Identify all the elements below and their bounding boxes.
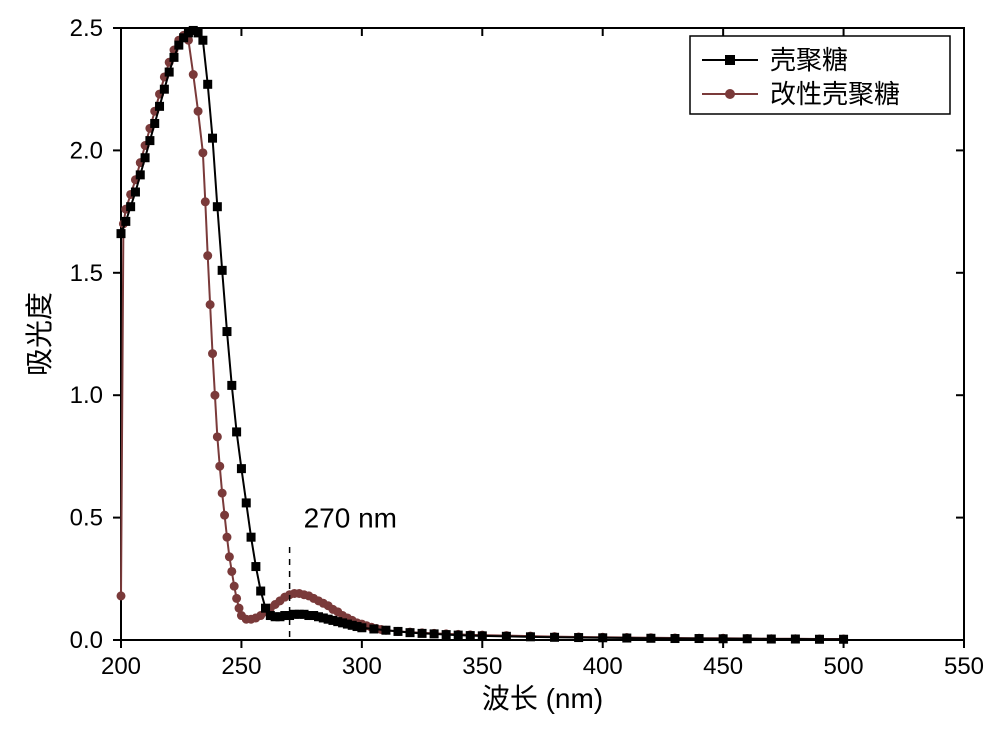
series-marker-modified_chitosan — [189, 71, 197, 79]
series-marker-modified_chitosan — [216, 462, 224, 470]
series-marker-chitosan — [237, 465, 245, 473]
series-marker-chitosan — [127, 203, 135, 211]
series-marker-modified_chitosan — [211, 391, 219, 399]
series-marker-modified_chitosan — [117, 592, 125, 600]
x-tick-label: 500 — [824, 653, 864, 680]
x-tick-label: 400 — [583, 653, 623, 680]
series-marker-chitosan — [252, 563, 260, 571]
series-marker-modified_chitosan — [225, 553, 233, 561]
series-marker-modified_chitosan — [199, 149, 207, 157]
series-marker-chitosan — [194, 29, 202, 37]
series-marker-chitosan — [406, 629, 414, 637]
series-marker-chitosan — [170, 53, 178, 61]
series-marker-chitosan — [791, 635, 799, 643]
series-marker-chitosan — [213, 203, 221, 211]
series-marker-modified_chitosan — [194, 107, 202, 115]
annotation-label: 270 nm — [304, 502, 397, 533]
series-marker-modified_chitosan — [221, 511, 229, 519]
y-tick-label: 2.5 — [70, 15, 103, 42]
series-marker-chitosan — [165, 68, 173, 76]
series-marker-modified_chitosan — [223, 533, 231, 541]
series-marker-modified_chitosan — [233, 594, 241, 602]
series-marker-chitosan — [242, 499, 250, 507]
legend-marker-circle — [725, 89, 735, 99]
series-marker-chitosan — [647, 634, 655, 642]
chart-container: 200 250 300 350 400 450 500 550 0.0 0.5 1.0 1.5 2.0 2… — [0, 0, 1000, 735]
series-marker-chitosan — [743, 635, 751, 643]
legend-marker-square — [725, 55, 735, 65]
series-marker-chitosan — [175, 41, 183, 49]
y-tick-label: 0.0 — [70, 627, 103, 654]
series-marker-modified_chitosan — [228, 567, 236, 575]
series-marker-modified_chitosan — [218, 489, 226, 497]
series-marker-chitosan — [199, 36, 207, 44]
x-tick-label: 450 — [703, 653, 743, 680]
legend-label: 改性壳聚糖 — [770, 79, 900, 109]
series-marker-chitosan — [122, 217, 130, 225]
series-marker-chitosan — [840, 635, 848, 643]
series-marker-chitosan — [358, 624, 366, 632]
series-marker-chitosan — [136, 171, 144, 179]
x-axis-label: 波长 (nm) — [482, 683, 603, 714]
series-marker-chitosan — [146, 137, 154, 145]
x-tick-label: 250 — [221, 653, 261, 680]
series-marker-chitosan — [160, 85, 168, 93]
series-marker-chitosan — [623, 634, 631, 642]
series-marker-chitosan — [223, 328, 231, 336]
series-marker-chitosan — [394, 627, 402, 635]
series-marker-chitosan — [815, 635, 823, 643]
y-tick-label: 1.5 — [70, 260, 103, 287]
series-marker-chitosan — [671, 635, 679, 643]
series-marker-chitosan — [442, 631, 450, 639]
series-marker-chitosan — [156, 102, 164, 110]
series-marker-chitosan — [218, 266, 226, 274]
y-tick-label: 2.0 — [70, 137, 103, 164]
y-tick-label: 1.0 — [70, 382, 103, 409]
series-marker-chitosan — [382, 626, 390, 634]
series-marker-modified_chitosan — [213, 433, 221, 441]
x-tick-label: 350 — [462, 653, 502, 680]
series-marker-chitosan — [370, 625, 378, 633]
series-marker-chitosan — [454, 631, 462, 639]
series-marker-modified_chitosan — [206, 301, 214, 309]
series-marker-chitosan — [141, 154, 149, 162]
legend-label: 壳聚糖 — [770, 45, 848, 75]
uv-vis-absorbance-chart: 200 250 300 350 400 450 500 550 0.0 0.5 1.0 1.5 2.0 2… — [0, 0, 1000, 735]
series-marker-chitosan — [767, 635, 775, 643]
x-tick-label: 550 — [944, 653, 984, 680]
series-marker-modified_chitosan — [230, 582, 238, 590]
series-marker-chitosan — [257, 587, 265, 595]
series-marker-chitosan — [599, 634, 607, 642]
series-marker-chitosan — [551, 633, 559, 641]
series-marker-chitosan — [131, 188, 139, 196]
y-tick-label: 0.5 — [70, 505, 103, 532]
series-marker-chitosan — [247, 533, 255, 541]
series-marker-chitosan — [695, 635, 703, 643]
series-marker-modified_chitosan — [201, 198, 209, 206]
series-marker-modified_chitosan — [235, 604, 243, 612]
series-marker-chitosan — [430, 630, 438, 638]
series-marker-modified_chitosan — [209, 350, 217, 358]
series-marker-chitosan — [204, 80, 212, 88]
x-tick-label: 300 — [342, 653, 382, 680]
y-axis-label: 吸光度 — [24, 292, 55, 376]
series-marker-chitosan — [478, 632, 486, 640]
series-marker-chitosan — [526, 633, 534, 641]
x-tick-label: 200 — [101, 653, 141, 680]
series-marker-chitosan — [228, 381, 236, 389]
series-marker-chitosan — [117, 230, 125, 238]
series-marker-chitosan — [502, 632, 510, 640]
series-marker-chitosan — [262, 604, 270, 612]
series-marker-chitosan — [151, 119, 159, 127]
series-marker-chitosan — [575, 634, 583, 642]
series-marker-chitosan — [209, 134, 217, 142]
series-marker-chitosan — [466, 632, 474, 640]
series-marker-modified_chitosan — [204, 252, 212, 260]
series-marker-chitosan — [418, 629, 426, 637]
series-marker-chitosan — [233, 428, 241, 436]
series-marker-chitosan — [719, 635, 727, 643]
